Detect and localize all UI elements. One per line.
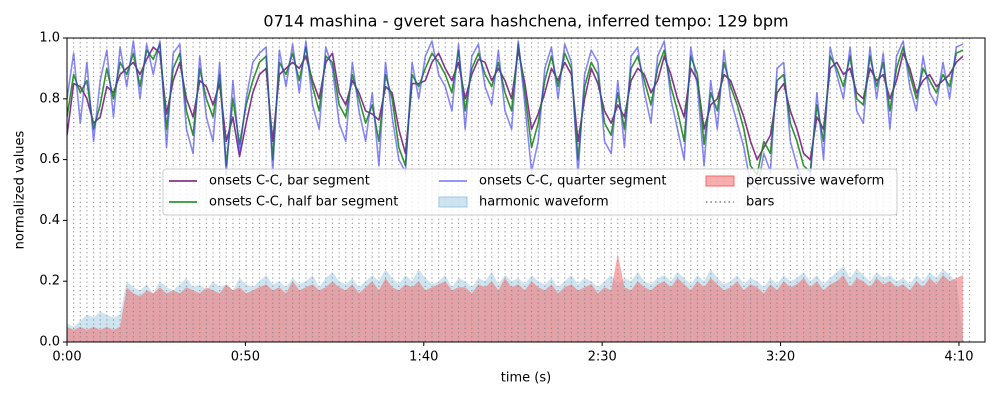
line — [67, 40, 964, 191]
x-tick-label: 2:30 — [588, 350, 617, 365]
y-tick-label: 0.6 — [39, 152, 60, 167]
legend-label: percussive waveform — [746, 174, 884, 189]
area — [67, 253, 963, 342]
y-axis-label: normalized values — [13, 130, 28, 249]
y-tick-label: 0.8 — [39, 91, 60, 106]
chart-title: 0714 mashina - gveret sara hashchena, in… — [263, 12, 788, 31]
plot-frame — [66, 37, 986, 343]
y-tick-label: 0.2 — [39, 274, 60, 289]
x-tick-label: 0:50 — [231, 350, 260, 365]
x-axis-label: time (s) — [501, 371, 551, 386]
y-tick-label: 0.0 — [39, 335, 60, 350]
x-tick-label: 0:00 — [52, 350, 81, 365]
y-tick-label: 0.4 — [39, 213, 60, 228]
legend-swatch — [438, 196, 468, 208]
legend-label: onsets C-C, half bar segment — [209, 195, 398, 210]
legend-swatch — [705, 175, 735, 187]
legend-label: onsets C-C, quarter segment — [479, 174, 666, 189]
y-tick-label: 1.0 — [39, 31, 60, 46]
legend-label: harmonic waveform — [479, 195, 609, 210]
x-tick-label: 3:20 — [766, 350, 795, 365]
legend-label: bars — [746, 195, 775, 210]
legend-label: onsets C-C, bar segment — [209, 174, 370, 189]
legend: onsets C-C, bar segment onsets C-C, half … — [162, 168, 898, 216]
x-tick-label: 4:10 — [944, 350, 973, 365]
x-tick-label: 1:40 — [409, 350, 438, 365]
